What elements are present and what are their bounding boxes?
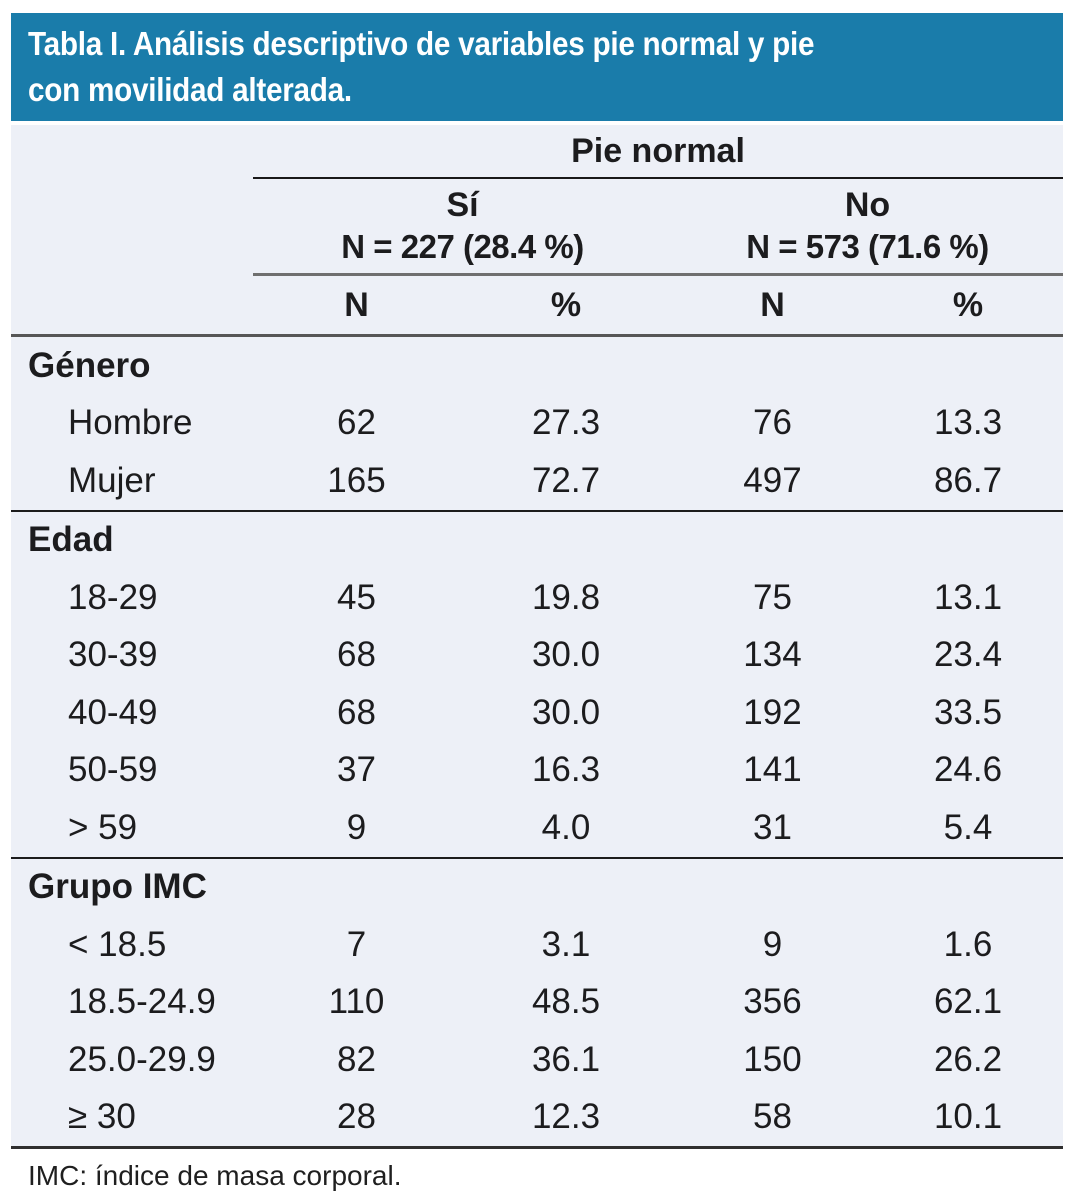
table-row: 50-59 37 16.3 141 24.6 [11, 742, 1063, 800]
row-label: Mujer [68, 460, 156, 500]
subheader-n-si: N [344, 285, 369, 324]
table-cell: 7 [346, 924, 367, 964]
row-label: > 59 [68, 807, 138, 847]
table-cell: 28 [337, 1097, 376, 1137]
column-group-header: Pie normal [253, 125, 1063, 179]
table-row: 30-39 68 30.0 134 23.4 [11, 627, 1063, 685]
table-cell: 192 [743, 692, 802, 732]
table-cell: 3.1 [541, 924, 591, 964]
subheader-n-no: N [760, 285, 785, 324]
si-label: Sí [446, 186, 479, 224]
table-cell: 16.3 [531, 750, 601, 790]
table-cell: 110 [328, 982, 385, 1022]
table-footnote: IMC: índice de masa corporal. [28, 1160, 402, 1191]
table-cell: 31 [753, 807, 792, 847]
section-title: Edad [28, 520, 114, 560]
si-no-header-row: Sí N = 227 (28.4 %) No N = 573 (71.6 %) [11, 179, 1063, 276]
table-cell: 1.6 [943, 924, 993, 964]
table-cell: 141 [743, 750, 802, 790]
group-header-row: Pie normal [11, 125, 1063, 179]
table-cell: 356 [743, 982, 802, 1022]
table-cell: 75 [753, 577, 792, 617]
table-cell: 12.3 [531, 1097, 601, 1137]
table-title-bar: Tabla I. Análisis descriptivo de variabl… [11, 13, 1063, 121]
table-cell: 58 [753, 1097, 792, 1137]
table-cell: 26.2 [933, 1039, 1003, 1079]
table-cell: 150 [743, 1039, 802, 1079]
row-label: 18.5-24.9 [68, 982, 216, 1022]
table-row: Hombre 62 27.3 76 13.3 [11, 395, 1063, 453]
table-row: 25.0-29.9 82 36.1 150 26.2 [11, 1031, 1063, 1089]
table-cell: 19.8 [531, 577, 601, 617]
table-cell: 86.7 [933, 460, 1003, 500]
table-cell: 82 [337, 1039, 376, 1079]
table-cell: 23.4 [933, 635, 1003, 675]
table-cell: 5.4 [943, 807, 993, 847]
table-row: < 18.5 7 3.1 9 1.6 [11, 916, 1063, 974]
column-group-si: Sí N = 227 (28.4 %) [253, 179, 672, 276]
si-count: N = 227 (28.4 %) [341, 228, 584, 265]
table-cell: 45 [337, 577, 376, 617]
data-table: Pie normal Sí N = 227 (28.4 %) No N = 57… [11, 125, 1063, 1149]
table-cell: 62 [337, 403, 376, 443]
subheader-row: N % N % [11, 276, 1063, 337]
empty-cell [11, 276, 253, 334]
table-cell: 134 [743, 635, 802, 675]
no-count: N = 573 (71.6 %) [746, 228, 989, 265]
section-header-row: Grupo IMC [11, 859, 1063, 917]
table-cell: 24.6 [933, 750, 1003, 790]
section-edad: Edad 18-29 45 19.8 75 13.1 30-39 68 30.0… [11, 509, 1063, 857]
table-row: 18-29 45 19.8 75 13.1 [11, 569, 1063, 627]
table-cell: 9 [762, 924, 783, 964]
table-row: 40-49 68 30.0 192 33.5 [11, 684, 1063, 742]
table-cell: 10.1 [933, 1097, 1003, 1137]
table-row: ≥ 30 28 12.3 58 10.1 [11, 1089, 1063, 1147]
table-cell: 76 [753, 403, 792, 443]
row-label: 40-49 [68, 692, 158, 732]
empty-cell [11, 179, 253, 276]
table-row: 18.5-24.9 110 48.5 356 62.1 [11, 974, 1063, 1032]
table-cell: 48.5 [531, 982, 601, 1022]
table-title-line-1: Tabla I. Análisis descriptivo de variabl… [28, 25, 815, 62]
empty-cell [11, 125, 253, 179]
table-cell: 30.0 [531, 692, 601, 732]
table-cell: 4.0 [541, 807, 591, 847]
column-group-no: No N = 573 (71.6 %) [672, 179, 1063, 276]
table-cell: 72.7 [531, 460, 601, 500]
row-label: ≥ 30 [68, 1097, 136, 1137]
table-cell: 497 [743, 460, 802, 500]
row-label: 30-39 [68, 635, 158, 675]
table-title-line-2: con movilidad alterada. [28, 71, 352, 108]
table-cell: 36.1 [531, 1039, 601, 1079]
table-cell: 62.1 [933, 982, 1003, 1022]
table-cell: 68 [337, 635, 376, 675]
table-cell: 30.0 [531, 635, 601, 675]
row-label: < 18.5 [68, 924, 167, 964]
table-row: > 59 9 4.0 31 5.4 [11, 799, 1063, 857]
section-title: Género [28, 345, 151, 385]
table-cell: 37 [337, 750, 376, 790]
table-row: Mujer 165 72.7 497 86.7 [11, 452, 1063, 510]
table-cell: 9 [346, 807, 367, 847]
row-label: 25.0-29.9 [68, 1039, 216, 1079]
table-cell: 165 [327, 460, 386, 500]
no-label: No [844, 186, 891, 224]
section-header-row: Género [11, 337, 1063, 395]
table-cell: 27.3 [531, 403, 601, 443]
row-label: 18-29 [68, 577, 158, 617]
subheader-pct-si: % [550, 285, 582, 324]
table-cell: 13.3 [933, 403, 1003, 443]
section-genero: Género Hombre 62 27.3 76 13.3 Mujer 165 … [11, 337, 1063, 510]
row-label: Hombre [68, 403, 193, 443]
section-grupo-imc: Grupo IMC < 18.5 7 3.1 9 1.6 18.5-24.9 1… [11, 856, 1063, 1147]
row-label: 50-59 [68, 750, 158, 790]
table-cell: 33.5 [933, 692, 1003, 732]
subheader-pct-no: % [952, 285, 984, 324]
section-title: Grupo IMC [28, 867, 207, 907]
table-cell: 13.1 [933, 577, 1003, 617]
section-header-row: Edad [11, 512, 1063, 570]
table-cell: 68 [337, 692, 376, 732]
